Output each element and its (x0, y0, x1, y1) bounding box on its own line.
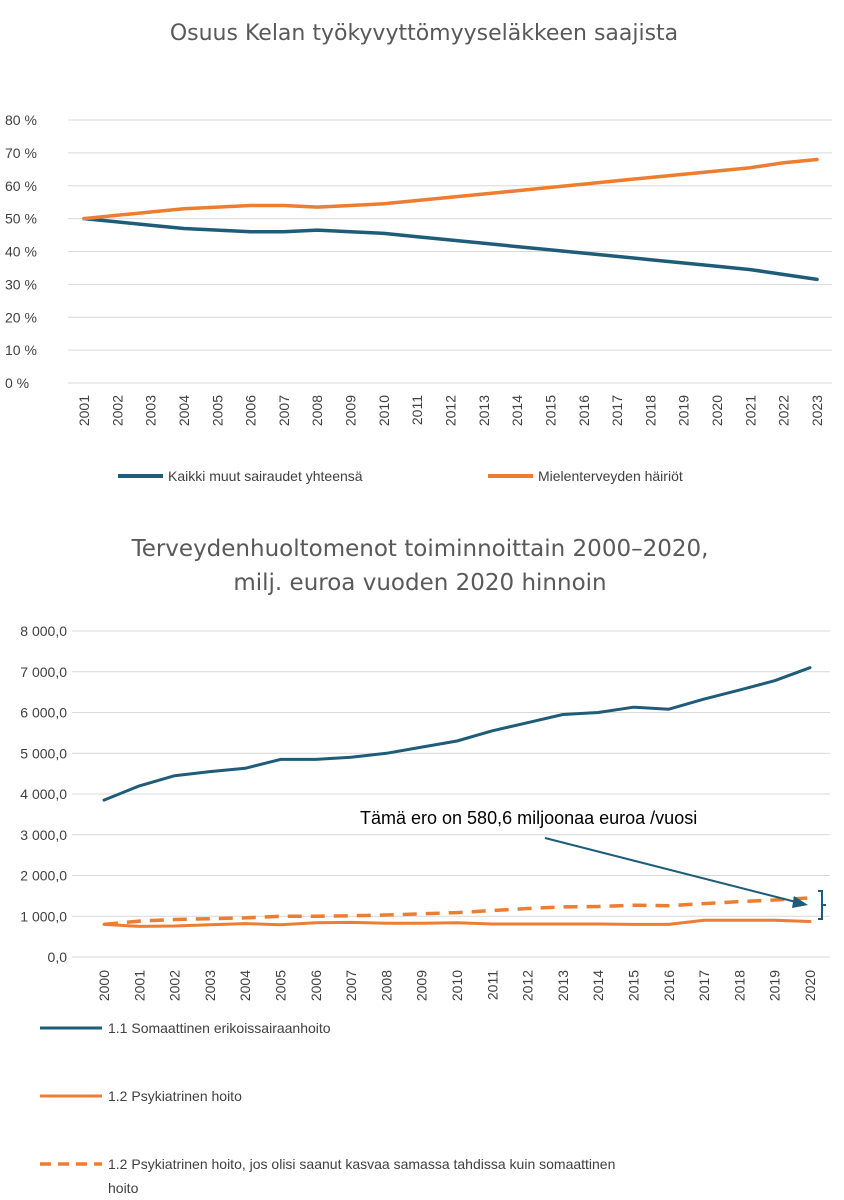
chart1-x-tick-label: 2014 (509, 395, 525, 426)
chart2-y-tick-label: 2 000,0 (20, 868, 67, 884)
chart2-x-tick-label: 2002 (167, 970, 183, 1001)
chart2-x-tick-label: 2015 (626, 970, 642, 1001)
annotation-arrowhead (792, 896, 808, 908)
chart1-x-tick-label: 2013 (476, 395, 492, 426)
chart2-title-line2: milj. euroa vuoden 2020 hinnoin (233, 570, 606, 596)
chart1-x-tick-label: 2003 (143, 395, 159, 426)
chart2-x-tick-label: 2007 (343, 970, 359, 1001)
legend-label-psykiatrinen-projected-line1: 1.2 Psykiatrinen hoito, jos olisi saanut… (108, 1156, 615, 1172)
chart1-y-tick-label: 30 % (5, 276, 37, 292)
chart1-x-tick-label: 2008 (309, 395, 325, 426)
chart1-x-tick-label: 2017 (609, 395, 625, 426)
chart1-x-tick-label: 2011 (409, 395, 425, 425)
chart2-y-tick-label: 5 000,0 (20, 745, 67, 761)
chart2-series-line-0 (102, 666, 812, 802)
chart2-annotation: Tämä ero on 580,6 miljoonaa euroa /vuosi (360, 808, 826, 920)
chart2-x-tick-label: 2013 (555, 970, 571, 1001)
chart2-x-tick-label: 2016 (661, 970, 677, 1001)
chart1-x-tick-label: 2020 (709, 395, 725, 426)
chart1-x-tick-label: 2019 (676, 395, 692, 426)
chart2-x-tick-label: 2014 (590, 970, 606, 1001)
chart2-series-line-1 (102, 918, 812, 928)
chart2-y-tick-label: 1 000,0 (20, 908, 67, 924)
chart1-y-tick-label: 70 % (5, 145, 37, 161)
legend-label-muut-sairaudet: Kaikki muut sairaudet yhteensä (168, 468, 363, 484)
chart1-x-tick-label: 2021 (742, 395, 758, 426)
chart1-title: Osuus Kelan työkyvyttömyyseläkkeen saaji… (170, 21, 678, 46)
legend-label-mielenterveys: Mielenterveyden häiriöt (538, 468, 683, 484)
chart1-y-tick-label: 80 % (5, 112, 37, 128)
legend-label-psykiatrinen-projected-line2: hoito (108, 1180, 139, 1196)
chart1-x-tick-label: 2010 (376, 395, 392, 426)
chart2-x-tick-label: 2005 (273, 970, 289, 1001)
chart2-x-tick-label: 2003 (202, 970, 218, 1001)
chart2-x-tick-label: 2004 (237, 970, 253, 1001)
chart2-x-tick-label: 2010 (449, 970, 465, 1001)
chart2-series-line-2 (103, 896, 811, 927)
chart1-series-line-1 (82, 157, 819, 221)
chart1-legend: Kaikki muut sairaudet yhteensä Mielenter… (118, 468, 683, 484)
chart1-x-tick-label: 2001 (76, 395, 92, 426)
chart1-x-tick-label: 2012 (443, 395, 459, 426)
chart1-y-tick-label: 20 % (5, 309, 37, 325)
chart2-y-tick-label: 8 000,0 (20, 623, 67, 639)
chart1-y-tick-label: 40 % (5, 244, 37, 260)
annotation-arrow-line (544, 837, 801, 904)
chart1-x-tick-label: 2006 (243, 395, 259, 426)
chart1-x-tick-label: 2016 (576, 395, 592, 426)
chart2-x-tick-label: 2001 (131, 970, 147, 1001)
chart1-y-tick-label: 0 % (5, 375, 29, 391)
chart2-x-tick-label: 2011 (484, 970, 500, 1000)
chart2-title-line1: Terveydenhuoltomenot toiminnoittain 2000… (131, 536, 709, 562)
chart2-x-tick-label: 2018 (731, 970, 747, 1001)
chart1-x-tick-label: 2007 (276, 395, 292, 426)
share-chart: Osuus Kelan työkyvyttömyyseläkkeen saaji… (5, 21, 832, 484)
chart2-x-tick-label: 2020 (802, 970, 818, 1001)
chart1-x-tick-label: 2018 (642, 395, 658, 426)
chart2-y-tick-label: 6 000,0 (20, 705, 67, 721)
chart1-x-tick-label: 2005 (209, 395, 225, 426)
legend-label-somaattinen: 1.1 Somaattinen erikoissairaanhoito (108, 1020, 331, 1036)
chart1-y-tick-label: 10 % (5, 342, 37, 358)
chart1-x-tick-label: 2015 (542, 395, 558, 426)
chart2-x-tick-label: 2008 (378, 970, 394, 1001)
chart2-y-tick-label: 0,0 (48, 949, 68, 965)
chart1-x-tick-label: 2002 (109, 395, 125, 426)
chart2-x-tick-label: 2012 (520, 970, 536, 1001)
chart1-x-tick-label: 2023 (809, 395, 825, 426)
chart2-y-tick-label: 4 000,0 (20, 786, 67, 802)
chart1-series-line-0 (82, 216, 819, 282)
chart2-x-tick-label: 2006 (308, 970, 324, 1001)
chart2-y-tick-label: 7 000,0 (20, 664, 67, 680)
chart1-x-tick-label: 2022 (776, 395, 792, 426)
chart2-x-tick-label: 2000 (96, 970, 112, 1001)
chart2-legend: 1.1 Somaattinen erikoissairaanhoito 1.2 … (40, 1020, 615, 1196)
chart2-x-tick-label: 2009 (414, 970, 430, 1001)
chart1-y-tick-label: 60 % (5, 178, 37, 194)
chart1-y-tick-label: 50 % (5, 211, 37, 227)
legend-label-psykiatrinen: 1.2 Psykiatrinen hoito (108, 1088, 242, 1104)
chart2-y-tick-label: 3 000,0 (20, 827, 67, 843)
chart2-x-tick-label: 2019 (767, 970, 783, 1001)
annotation-bracket (818, 890, 826, 920)
chart2-x-tick-label: 2017 (696, 970, 712, 1001)
health-spending-chart: Terveydenhuoltomenot toiminnoittain 2000… (20, 536, 830, 1196)
chart1-x-tick-label: 2004 (176, 395, 192, 426)
annotation-text: Tämä ero on 580,6 miljoonaa euroa /vuosi (360, 808, 697, 828)
chart1-x-tick-label: 2009 (343, 395, 359, 426)
